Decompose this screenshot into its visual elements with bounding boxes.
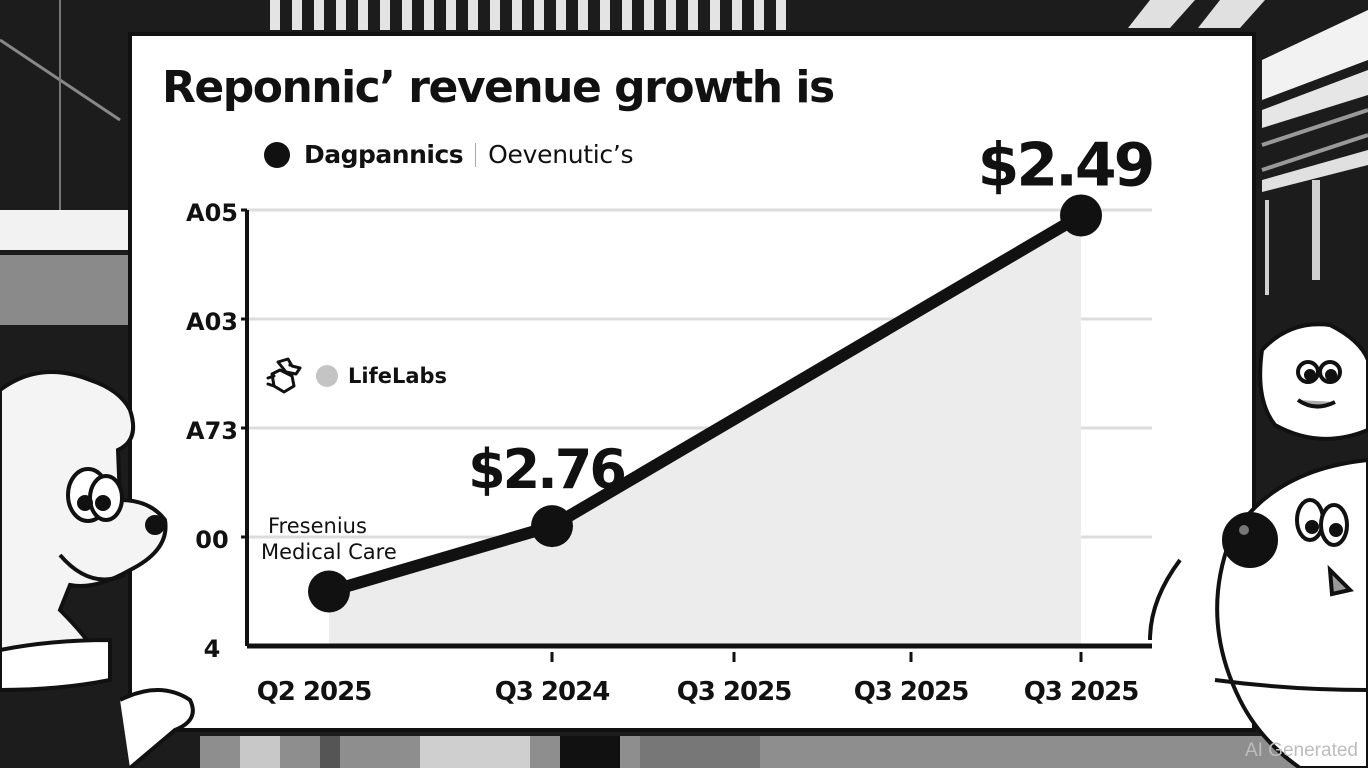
legend-separator — [475, 142, 477, 167]
legend-label-dagpannics: Dagpannics — [304, 140, 464, 169]
data-label: $2.49 — [978, 130, 1153, 200]
annotation-line: Medical Care — [261, 540, 397, 564]
legend-marker-lifelabs — [316, 365, 338, 387]
data-point — [308, 570, 350, 613]
legend-top: Dagpannics Oevenutic’s — [264, 140, 634, 169]
data-labels: $2.76 $2.49 — [468, 130, 1155, 501]
y-tick-label: A05 — [186, 199, 238, 227]
y-tick-label: 4 — [204, 635, 221, 663]
y-axis-ticks: 4 00 A73 A03 A05 — [186, 199, 247, 663]
x-tick-label: Q3 2025 — [854, 677, 969, 707]
y-tick-label: 00 — [195, 526, 228, 554]
x-axis-ticks: Q2 2025 Q3 2024 Q3 2025 Q3 2025 Q3 2025 — [257, 652, 1139, 707]
legend-lifelabs: LifeLabs — [264, 356, 447, 396]
annotation-line: Fresenius — [268, 514, 367, 538]
y-tick-label: A73 — [186, 417, 238, 445]
y-tick-label: A03 — [186, 308, 238, 336]
x-tick-label: Q2 2025 — [257, 677, 372, 707]
chart-title: Reponnic’ revenue growth is — [162, 62, 835, 113]
data-point — [531, 505, 573, 548]
legend-label-lifelabs: LifeLabs — [348, 364, 448, 388]
legend-marker-dagpannics — [264, 141, 290, 168]
legend-label-oevenutics: Oevenutic’s — [488, 140, 634, 169]
ceiling-slats — [270, 0, 786, 30]
ai-generated-watermark: AI Generated — [1244, 740, 1358, 761]
data-points — [308, 194, 1102, 613]
x-tick-label: Q3 2025 — [677, 677, 792, 707]
x-tick-label: Q3 2024 — [495, 677, 610, 707]
data-label: $2.76 — [468, 438, 624, 501]
annotation-fresenius: Fresenius Medical Care — [261, 514, 397, 564]
data-point — [1060, 194, 1102, 237]
lifelabs-logo-icon — [266, 357, 302, 394]
x-tick-label: Q3 2025 — [1024, 677, 1139, 707]
